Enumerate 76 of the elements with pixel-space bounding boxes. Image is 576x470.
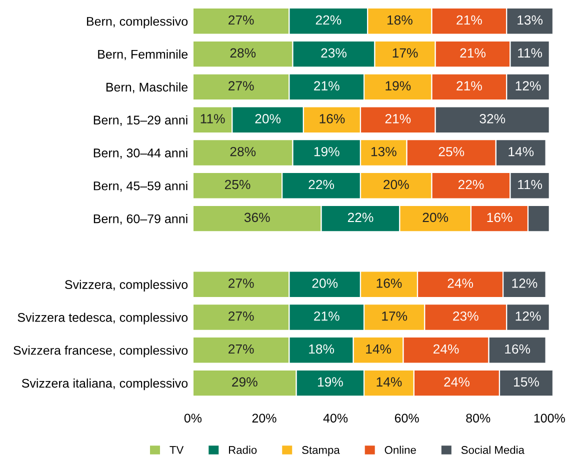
x-tick-label: 80% <box>466 414 490 423</box>
data-label: 21% <box>385 114 411 124</box>
data-label: 13% <box>518 15 543 25</box>
data-label: 17% <box>392 48 418 58</box>
data-label: 27% <box>228 311 254 321</box>
data-label: 22% <box>308 180 334 190</box>
legend-label: Social Media <box>461 446 524 454</box>
data-label: 27% <box>228 344 254 354</box>
data-label: 16% <box>505 344 530 354</box>
data-label: 21% <box>314 81 340 90</box>
y-tick-label: Svizzera, complessivo <box>65 280 188 292</box>
y-tick-label: Svizzera italiana, complessivo <box>22 378 188 390</box>
data-label: 20% <box>255 114 281 124</box>
y-tick-label: Bern, complessivo <box>87 16 188 28</box>
data-label: 11% <box>518 48 542 58</box>
data-label: 28% <box>230 146 256 156</box>
data-label: 14% <box>376 377 402 387</box>
y-tick-label: Bern, 60–79 anni <box>94 214 188 225</box>
data-label: 12% <box>512 278 538 288</box>
data-label: 23% <box>453 311 478 321</box>
data-label: 21% <box>456 81 482 90</box>
data-label: 19% <box>314 146 340 156</box>
data-label: 24% <box>444 377 470 387</box>
y-tick-label: Svizzera tedesca, complessivo <box>18 312 188 324</box>
data-label: 21% <box>456 15 482 25</box>
data-label: 15% <box>514 377 539 387</box>
data-label: 21% <box>460 48 486 58</box>
x-tick-label: 60% <box>394 414 419 423</box>
data-label: 11% <box>200 114 225 124</box>
data-label: 14% <box>508 147 534 156</box>
data-label: 18% <box>309 344 334 354</box>
legend-label: TV <box>170 446 184 454</box>
data-label: 12% <box>516 311 541 321</box>
data-label: 11% <box>518 180 542 190</box>
data-label: 19% <box>386 81 411 90</box>
legend-label: Online <box>384 446 416 454</box>
y-tick-label: Bern, 15–29 anni <box>94 115 188 126</box>
data-label: 20% <box>422 212 448 222</box>
data-label: 17% <box>382 312 408 321</box>
data-label: 16% <box>376 278 402 288</box>
data-label: 36% <box>244 212 270 222</box>
y-tick-label: Bern, 30–44 anni <box>94 148 188 159</box>
data-label: 19% <box>318 377 343 387</box>
data-label: 22% <box>316 15 342 25</box>
data-label: 16% <box>320 114 345 124</box>
data-label: 13% <box>371 146 396 156</box>
legend-label: Radio <box>229 446 257 454</box>
x-tick-label: 0% <box>184 414 202 423</box>
x-tick-label: 40% <box>323 414 348 423</box>
data-label: 28% <box>230 48 256 58</box>
data-label: 16% <box>487 212 512 222</box>
data-label: 25% <box>438 146 464 156</box>
data-label: 18% <box>387 15 412 25</box>
data-label: 27% <box>228 15 254 25</box>
x-tick-label: 100% <box>534 414 565 423</box>
x-tick-label: 20% <box>252 414 276 423</box>
data-label: 32% <box>480 114 506 124</box>
data-label: 21% <box>314 311 340 321</box>
data-label: 23% <box>321 48 346 58</box>
data-label: 12% <box>516 81 541 90</box>
data-label: 27% <box>228 81 254 90</box>
y-tick-label: Svizzera francese, complessivo <box>14 346 188 358</box>
data-label: 14% <box>366 344 392 354</box>
y-tick-label: Bern, Maschile <box>106 82 188 94</box>
data-label: 27% <box>228 278 254 288</box>
data-label: 22% <box>348 212 374 222</box>
legend-label: Stampa <box>302 446 340 456</box>
y-tick-label: Bern, 45–59 anni <box>94 181 188 192</box>
data-label: 24% <box>433 344 459 354</box>
data-label: 22% <box>458 180 484 190</box>
data-label: 20% <box>312 278 338 288</box>
data-label: 20% <box>384 180 409 190</box>
y-tick-label: Bern, Femminile <box>98 50 188 60</box>
data-label: 24% <box>448 278 474 288</box>
data-label: 29% <box>232 377 258 387</box>
data-label: 25% <box>224 180 250 190</box>
